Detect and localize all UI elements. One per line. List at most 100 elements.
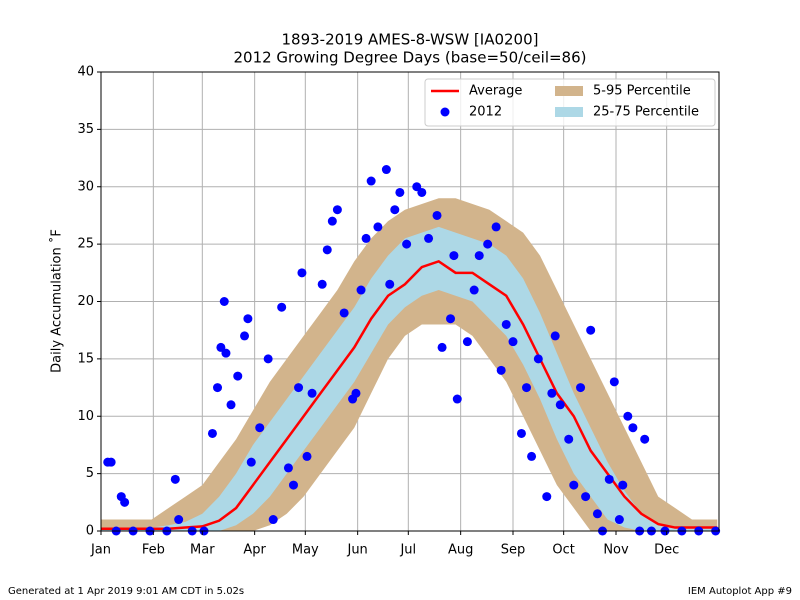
- scatter-point: [302, 451, 312, 461]
- scatter-point: [263, 354, 273, 364]
- scatter-point: [381, 165, 391, 175]
- scatter-point: [547, 388, 557, 398]
- scatter-point: [437, 342, 447, 352]
- scatter-point: [361, 233, 371, 243]
- y-tick-label: 35: [77, 122, 94, 137]
- scatter-point: [446, 314, 456, 324]
- scatter-point: [366, 176, 376, 186]
- legend-swatch: [555, 86, 583, 96]
- legend-swatch: [440, 107, 450, 117]
- scatter-point: [449, 251, 459, 261]
- scatter-point: [351, 388, 361, 398]
- legend-swatch: [555, 107, 583, 117]
- x-tick-label: Feb: [142, 543, 165, 558]
- scatter-point: [542, 492, 552, 502]
- x-tick-label: Dec: [654, 543, 679, 558]
- scatter-point: [226, 400, 236, 410]
- x-tick-label: Jan: [90, 543, 111, 558]
- scatter-point: [246, 457, 256, 467]
- scatter-point: [623, 411, 633, 421]
- y-axis-label: Daily Accumulation ˚F: [49, 229, 65, 373]
- scatter-point: [508, 337, 518, 347]
- scatter-point: [569, 480, 579, 490]
- scatter-point: [233, 371, 243, 381]
- scatter-point: [221, 348, 231, 358]
- scatter-point: [581, 492, 591, 502]
- scatter-point: [207, 428, 217, 438]
- scatter-point: [564, 434, 574, 444]
- scatter-point: [219, 297, 229, 306]
- y-tick-label: 30: [77, 179, 94, 194]
- scatter-point: [501, 319, 511, 329]
- x-tick-label: Aug: [448, 543, 473, 558]
- scatter-point: [170, 474, 180, 484]
- footer-right: IEM Autoplot App #9: [688, 586, 792, 597]
- y-tick-label: 20: [77, 294, 94, 309]
- scatter-point: [106, 457, 116, 467]
- scatter-point: [255, 423, 265, 433]
- scatter-point: [277, 302, 287, 312]
- scatter-point: [390, 205, 400, 215]
- percentile-band: [101, 226, 718, 531]
- scatter-point: [268, 515, 278, 525]
- scatter-point: [297, 268, 307, 278]
- scatter-point: [240, 331, 250, 341]
- y-tick-label: 15: [77, 351, 94, 366]
- scatter-point: [628, 423, 638, 433]
- legend-label: 25-75 Percentile: [593, 105, 699, 120]
- scatter-point: [522, 383, 532, 393]
- scatter-point: [491, 222, 501, 232]
- y-tick-label: 5: [86, 466, 94, 481]
- scatter-point: [555, 400, 565, 410]
- scatter-point: [592, 509, 602, 519]
- scatter-point: [294, 383, 304, 393]
- scatter-point: [533, 354, 543, 364]
- scatter-point: [462, 337, 472, 347]
- scatter-point: [469, 285, 479, 295]
- scatter-point: [452, 394, 462, 404]
- scatter-point: [322, 245, 332, 255]
- x-tick-label: Nov: [603, 543, 629, 558]
- scatter-point: [432, 210, 442, 220]
- scatter-point: [576, 383, 586, 393]
- scatter-point: [243, 314, 253, 324]
- scatter-point: [618, 480, 628, 490]
- scatter-point: [550, 331, 560, 341]
- scatter-point: [373, 222, 383, 232]
- legend-label: 5-95 Percentile: [593, 84, 691, 99]
- scatter-point: [356, 285, 366, 295]
- scatter-point: [332, 205, 342, 215]
- legend-label: 2012: [469, 105, 502, 120]
- scatter-point: [604, 474, 614, 484]
- scatter-point: [317, 279, 327, 289]
- scatter-point: [483, 239, 493, 249]
- legend-box: [424, 78, 716, 127]
- x-tick-label: May: [292, 543, 319, 558]
- scatter-point: [527, 451, 537, 461]
- chart-subtitle: 2012 Growing Degree Days (base=50/ceil=8…: [233, 49, 586, 67]
- scatter-point: [614, 515, 624, 525]
- x-tick-label: Apr: [243, 543, 266, 558]
- scatter-point: [586, 325, 596, 335]
- scatter-point: [339, 308, 349, 318]
- y-tick-label: 0: [86, 524, 94, 539]
- x-tick-label: Jul: [399, 543, 416, 558]
- legend-label: Average: [469, 84, 522, 99]
- scatter-point: [474, 251, 484, 261]
- scatter-point: [288, 480, 298, 490]
- scatter-point: [609, 377, 619, 387]
- x-tick-label: Sep: [501, 543, 526, 558]
- scatter-point: [402, 239, 412, 249]
- scatter-point: [640, 434, 650, 444]
- scatter-point: [385, 279, 395, 289]
- y-tick-label: 10: [77, 409, 94, 424]
- scatter-point: [496, 365, 506, 375]
- scatter-point: [424, 233, 434, 243]
- y-tick-label: 40: [77, 65, 94, 80]
- scatter-point: [174, 515, 184, 525]
- scatter-point: [120, 497, 130, 507]
- scatter-point: [516, 428, 526, 438]
- chart-title: 1893-2019 AMES-8-WSW [IA0200]: [281, 31, 538, 49]
- scatter-point: [395, 187, 405, 197]
